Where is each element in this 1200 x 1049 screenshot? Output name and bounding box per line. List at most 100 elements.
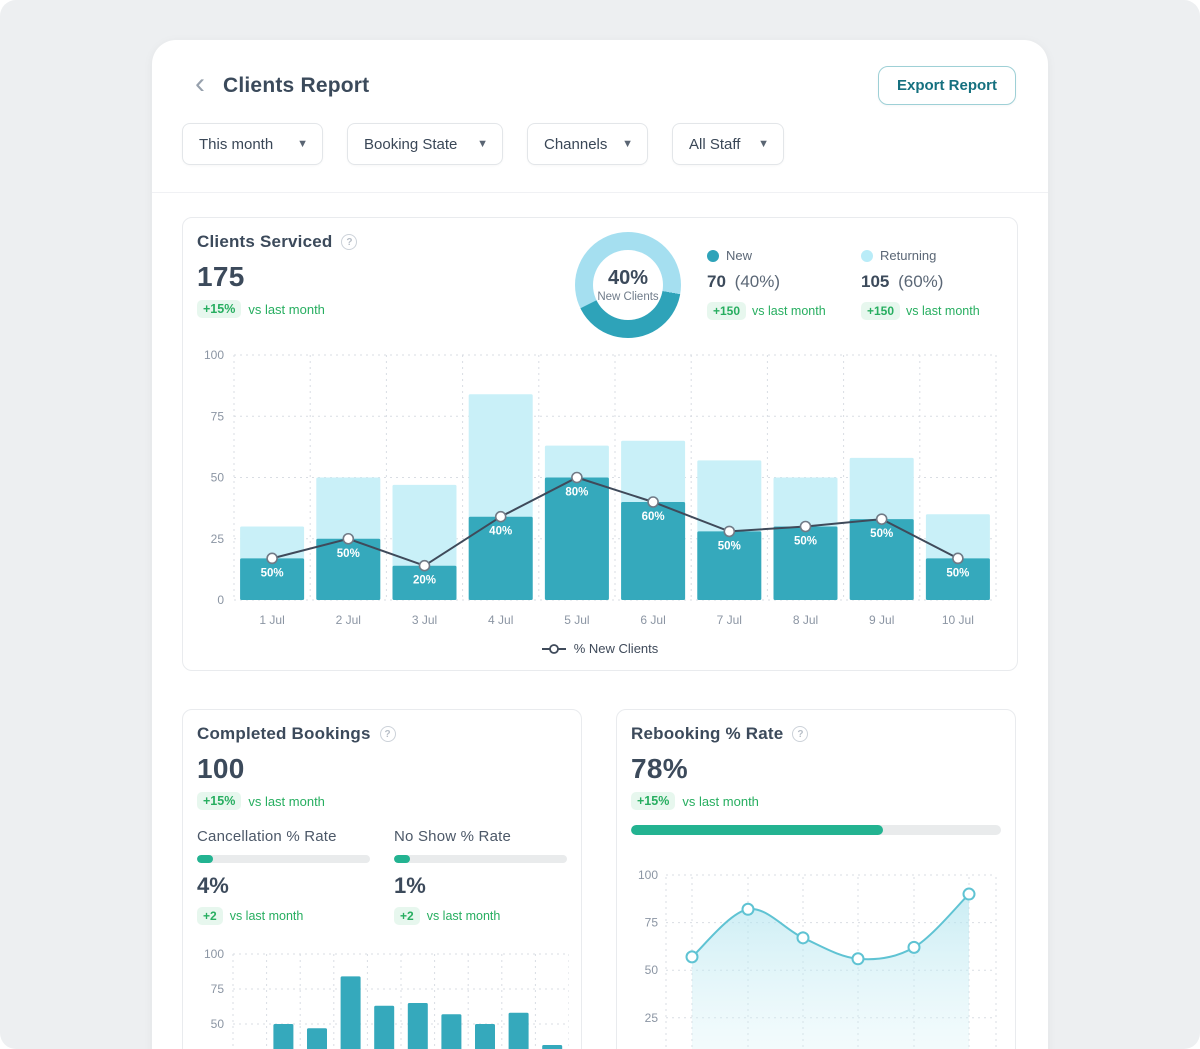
cancellation-delta-badge: +2 — [197, 907, 223, 925]
svg-text:50%: 50% — [946, 567, 969, 579]
svg-text:50%: 50% — [870, 528, 893, 540]
no-show-delta-badge: +2 — [394, 907, 420, 925]
svg-text:100: 100 — [638, 868, 658, 882]
svg-text:4 Jul: 4 Jul — [488, 613, 513, 627]
help-icon[interactable]: ? — [792, 726, 809, 742]
report-header: ‹ Clients Report Export Report — [152, 40, 1048, 119]
help-icon[interactable]: ? — [379, 726, 396, 742]
svg-text:25: 25 — [645, 1011, 659, 1025]
header-divider — [152, 192, 1048, 193]
svg-text:75: 75 — [211, 409, 225, 423]
delta-text: vs last month — [248, 301, 325, 317]
rebooking-progress-bar — [631, 825, 1001, 835]
legend-new: New 70 (40%) +150 vs last month — [707, 248, 835, 320]
delta-text: vs last month — [248, 793, 325, 809]
svg-text:3 Jul: 3 Jul — [412, 613, 437, 627]
svg-text:25: 25 — [211, 532, 225, 546]
no-show-rate-bar — [394, 855, 567, 863]
svg-text:0: 0 — [217, 593, 224, 607]
filter-staff[interactable]: All Staff ▼ — [672, 123, 784, 165]
svg-text:6 Jul: 6 Jul — [640, 613, 665, 627]
legend-returning: Returning 105 (60%) +150 vs last month — [861, 248, 989, 320]
rebooking-rate-value: 78% — [631, 753, 688, 784]
chevron-down-icon: ▼ — [758, 138, 769, 150]
svg-text:50%: 50% — [794, 536, 817, 548]
svg-text:80%: 80% — [565, 487, 588, 499]
back-button[interactable]: ‹ — [195, 66, 205, 100]
rebooking-trend-chart: 25 50 75 100 — [631, 865, 1001, 1049]
delta-badge: +15% — [197, 792, 242, 810]
svg-text:50: 50 — [211, 471, 225, 485]
completed-bookings-card: Completed Bookings ? 100 +15% vs last mo… — [182, 709, 582, 1049]
new-count: 70 — [707, 272, 726, 291]
svg-text:1 Jul: 1 Jul — [259, 613, 284, 627]
returning-delta-text: vs last month — [906, 304, 980, 318]
clients-serviced-card: Clients Serviced ? 175 +15% vs last mont… — [182, 217, 1018, 671]
rebooking-rate-title: Rebooking % Rate — [631, 724, 784, 743]
svg-text:75: 75 — [211, 982, 225, 996]
new-share: (40%) — [734, 272, 781, 291]
cancellation-rate-value: 4% — [197, 873, 229, 898]
filter-booking-state-label: Booking State — [364, 135, 458, 153]
clients-serviced-title: Clients Serviced — [197, 232, 333, 251]
cancellation-rate-label: Cancellation % Rate — [197, 828, 337, 845]
rebooking-rate-card: Rebooking % Rate ? 78% +15% vs last mont… — [616, 709, 1016, 1049]
new-legend-label: New — [726, 248, 753, 263]
filter-time-range-label: This month — [199, 135, 274, 153]
svg-text:8 Jul: 8 Jul — [793, 613, 818, 627]
filter-staff-label: All Staff — [689, 135, 741, 153]
page-title: Clients Report — [223, 73, 370, 97]
line-series-legend-label: % New Clients — [573, 641, 659, 656]
line-series-legend: % New Clients — [197, 641, 1003, 656]
donut-center-label: New Clients — [597, 291, 659, 303]
filter-booking-state[interactable]: Booking State ▼ — [347, 123, 503, 165]
new-delta-badge: +150 — [707, 302, 747, 320]
chevron-down-icon: ▼ — [477, 138, 488, 150]
new-legend-dot-icon — [707, 249, 719, 262]
svg-text:7 Jul: 7 Jul — [717, 613, 742, 627]
cancellation-rate-bar — [197, 855, 370, 863]
clients-serviced-value: 175 — [197, 261, 245, 292]
svg-text:2 Jul: 2 Jul — [336, 613, 361, 627]
report-panel: ‹ Clients Report Export Report This mont… — [152, 40, 1048, 1049]
svg-text:100: 100 — [204, 348, 224, 362]
svg-text:50%: 50% — [337, 548, 360, 560]
new-clients-donut-chart: 40% New Clients — [575, 232, 681, 338]
completed-bookings-title: Completed Bookings — [197, 724, 371, 743]
returning-count: 105 — [861, 272, 890, 291]
completed-bookings-value: 100 — [197, 753, 245, 784]
chevron-down-icon: ▼ — [297, 138, 308, 150]
svg-text:10 Jul: 10 Jul — [942, 613, 974, 627]
help-icon[interactable]: ? — [341, 234, 358, 250]
export-report-button[interactable]: Export Report — [877, 66, 1016, 105]
filter-time-range[interactable]: This month ▼ — [182, 123, 323, 165]
delta-badge: +15% — [631, 792, 676, 810]
donut-center-value: 40% — [607, 267, 649, 289]
filter-channels[interactable]: Channels ▼ — [527, 123, 648, 165]
delta-text: vs last month — [682, 793, 759, 809]
returning-legend-label: Returning — [880, 248, 937, 263]
svg-text:75: 75 — [645, 916, 659, 930]
cancellation-rate-metric: Cancellation % Rate 4% +2 vs last month — [197, 828, 370, 925]
no-show-rate-value: 1% — [394, 873, 426, 898]
clients-serviced-summary: Clients Serviced ? 175 +15% vs last mont… — [197, 232, 358, 318]
svg-text:50: 50 — [211, 1017, 225, 1031]
clients-serviced-chart: 0 25 50 75 100 1 Jul 2 Jul 3 Jul 4 Jul 5 Jul 6 Jul… — [197, 344, 1003, 637]
returning-legend-dot-icon — [861, 249, 873, 262]
no-show-rate-metric: No Show % Rate 1% +2 vs last month — [394, 828, 567, 925]
new-delta-text: vs last month — [752, 304, 826, 318]
filter-channels-label: Channels — [544, 135, 608, 153]
svg-text:60%: 60% — [642, 511, 665, 523]
returning-delta-badge: +150 — [861, 302, 901, 320]
svg-text:50%: 50% — [718, 540, 741, 552]
no-show-delta-text: vs last month — [426, 909, 501, 923]
chevron-down-icon: ▼ — [622, 138, 633, 150]
svg-text:20%: 20% — [413, 575, 436, 587]
svg-text:100: 100 — [204, 947, 224, 961]
svg-text:5 Jul: 5 Jul — [564, 613, 589, 627]
filters-bar: This month ▼ Booking State ▼ Channels ▼ … — [152, 119, 1048, 192]
svg-text:50: 50 — [645, 963, 659, 977]
svg-text:40%: 40% — [489, 526, 512, 538]
svg-text:50%: 50% — [261, 567, 284, 579]
